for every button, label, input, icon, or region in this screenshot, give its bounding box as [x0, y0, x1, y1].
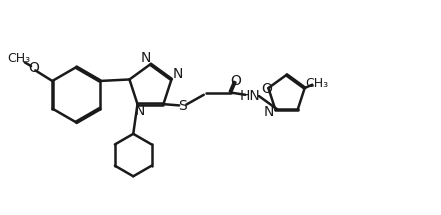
Text: N: N: [135, 103, 145, 118]
Text: N: N: [264, 104, 274, 118]
Text: S: S: [178, 99, 187, 113]
Text: O: O: [230, 74, 241, 88]
Text: O: O: [261, 82, 272, 96]
Text: CH₃: CH₃: [305, 77, 328, 90]
Text: N: N: [172, 67, 183, 81]
Text: N: N: [140, 51, 150, 65]
Text: CH₃: CH₃: [7, 52, 30, 65]
Text: O: O: [28, 61, 39, 75]
Text: HN: HN: [240, 89, 261, 103]
